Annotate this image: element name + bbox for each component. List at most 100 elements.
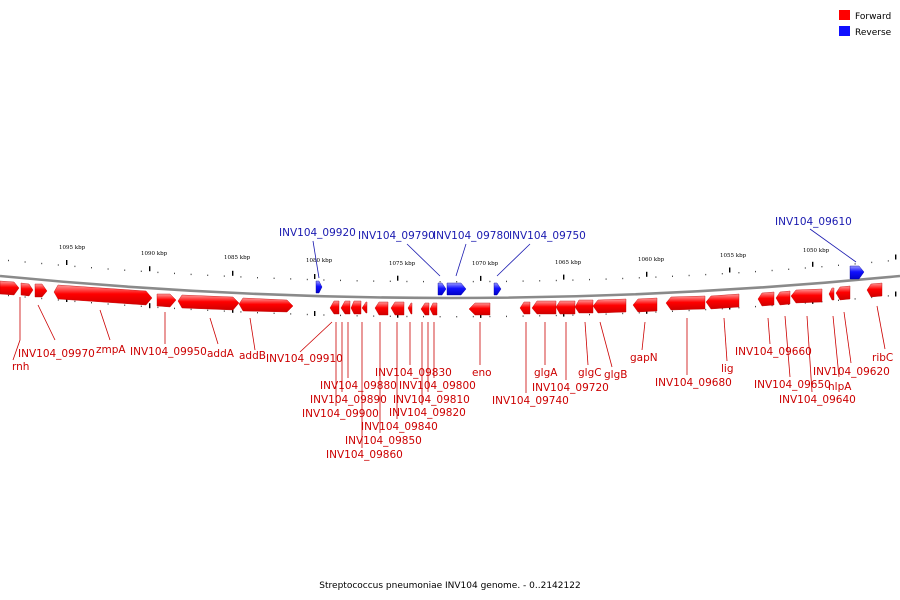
gene-label[interactable]: INV104_09830 xyxy=(375,367,452,379)
gene-forward[interactable] xyxy=(390,301,405,316)
legend: Forward Reverse xyxy=(839,10,892,38)
gene-forward[interactable] xyxy=(407,302,413,315)
ruler-dot xyxy=(207,274,209,276)
ruler-dot xyxy=(506,280,507,283)
gene-label[interactable]: INV104_09640 xyxy=(779,394,856,406)
gene-forward[interactable] xyxy=(468,302,491,316)
gene-forward[interactable] xyxy=(790,288,823,304)
gene-forward[interactable] xyxy=(177,294,240,311)
gene-forward[interactable] xyxy=(519,301,531,315)
gene-label[interactable]: INV104_09740 xyxy=(492,395,569,407)
gene-label[interactable]: INV104_09790 xyxy=(358,230,435,242)
ruler-dot xyxy=(24,261,26,263)
gene-forward[interactable] xyxy=(429,302,438,316)
gene-label[interactable]: eno xyxy=(472,367,492,379)
gene-label[interactable]: INV104_09850 xyxy=(345,435,422,447)
gene-forward[interactable] xyxy=(632,297,658,313)
gene-forward[interactable] xyxy=(705,293,740,310)
gene-label[interactable]: INV104_09880 xyxy=(320,380,397,392)
gene-label[interactable]: INV104_09750 xyxy=(509,230,586,242)
gene-label[interactable]: glgA xyxy=(534,367,558,379)
gene-label[interactable]: gapN xyxy=(630,352,658,364)
ruler-dot xyxy=(273,312,275,314)
gene-forward[interactable] xyxy=(866,282,883,298)
gene-label[interactable]: ribC xyxy=(872,352,893,364)
gene-forward[interactable] xyxy=(555,300,576,315)
gene-label[interactable]: INV104_09780 xyxy=(433,230,510,242)
gene-forward[interactable] xyxy=(592,298,627,314)
gene-forward[interactable] xyxy=(156,293,177,308)
gene-forward[interactable] xyxy=(374,301,389,316)
gene-label[interactable]: zmpA xyxy=(96,344,126,356)
gene-forward[interactable] xyxy=(0,280,20,296)
ruler-dot xyxy=(423,315,424,318)
ruler-dot xyxy=(838,299,839,301)
gene-label[interactable]: INV104_09720 xyxy=(532,382,609,394)
ruler-dot xyxy=(439,316,441,318)
gene-forward[interactable] xyxy=(361,301,368,314)
gene-label[interactable]: INV104_09800 xyxy=(399,380,476,392)
gene-label[interactable]: INV104_09810 xyxy=(393,394,470,406)
gene-label[interactable]: INV104_09660 xyxy=(735,346,812,358)
gene-forward[interactable] xyxy=(665,295,706,311)
gene-forward[interactable] xyxy=(574,299,594,314)
forward-labels: rnh INV104_09970 zmpA INV104_09950 addA … xyxy=(12,344,893,461)
ruler-dot xyxy=(555,279,557,282)
gene-label[interactable]: INV104_09620 xyxy=(813,366,890,378)
legend-label-forward: Forward xyxy=(855,12,891,22)
ruler-dot xyxy=(755,305,756,308)
gene-label[interactable]: rnh xyxy=(12,361,29,373)
gene-reverse[interactable] xyxy=(849,265,865,280)
gene-label[interactable]: INV104_09840 xyxy=(361,421,438,433)
gene-reverse[interactable] xyxy=(446,282,467,296)
gene-forward[interactable] xyxy=(835,285,851,301)
gene-label[interactable]: INV104_09970 xyxy=(18,348,95,360)
gene-forward[interactable] xyxy=(775,290,791,306)
gene-label[interactable]: INV104_09650 xyxy=(754,379,831,391)
gene-label[interactable]: glgC xyxy=(578,367,602,379)
gene-label[interactable]: INV104_09860 xyxy=(326,449,403,461)
gene-forward[interactable] xyxy=(420,302,430,316)
gene-label[interactable]: INV104_09820 xyxy=(389,407,466,419)
scale-labels: 1095 kbp 1090 kbp 1085 kbp 1080 kbp 1075… xyxy=(59,245,830,267)
gene-label[interactable]: INV104_09680 xyxy=(655,377,732,389)
gene-reverse[interactable] xyxy=(493,282,502,296)
ruler-tick xyxy=(232,270,234,276)
ruler-tick xyxy=(149,266,151,272)
ruler-dot xyxy=(871,261,873,264)
reverse-leader-lines xyxy=(312,228,857,279)
gene-label[interactable]: addB xyxy=(239,350,266,362)
gene-label[interactable]: glgB xyxy=(604,369,627,381)
gene-reverse[interactable] xyxy=(315,280,323,294)
ruler-dot xyxy=(140,270,142,272)
gene-label[interactable]: INV104_09610 xyxy=(775,216,852,228)
gene-label[interactable]: INV104_09950 xyxy=(130,346,207,358)
ruler-dot xyxy=(157,271,159,274)
ruler-dot xyxy=(672,275,673,277)
gene-reverse[interactable] xyxy=(437,282,447,296)
gene-label[interactable]: INV104_09910 xyxy=(266,353,343,365)
ruler-tick xyxy=(563,274,565,280)
gene-forward[interactable] xyxy=(329,300,340,315)
gene-forward[interactable] xyxy=(53,284,153,306)
gene-label[interactable]: INV104_09900 xyxy=(302,408,379,420)
gene-label[interactable]: addA xyxy=(207,348,235,360)
gene-forward[interactable] xyxy=(20,282,34,297)
gene-label[interactable]: INV104_09920 xyxy=(279,227,356,239)
gene-forward[interactable] xyxy=(34,283,48,298)
ruler-dot xyxy=(373,280,375,282)
gene-forward[interactable] xyxy=(531,300,557,315)
gene-label[interactable]: hlpA xyxy=(828,381,852,393)
ruler-dot xyxy=(8,294,9,297)
gene-label[interactable]: INV104_09890 xyxy=(310,394,387,406)
ruler-dot xyxy=(655,311,657,313)
gene-forward[interactable] xyxy=(828,287,835,301)
gene-forward[interactable] xyxy=(757,291,775,307)
gene-label[interactable]: lig xyxy=(721,363,734,375)
ruler-dot xyxy=(489,315,491,318)
gene-forward[interactable] xyxy=(350,300,362,315)
gene-forward[interactable] xyxy=(238,297,294,313)
ruler-dot xyxy=(257,277,258,279)
ruler-dot xyxy=(356,280,358,282)
gene-forward[interactable] xyxy=(340,300,351,315)
